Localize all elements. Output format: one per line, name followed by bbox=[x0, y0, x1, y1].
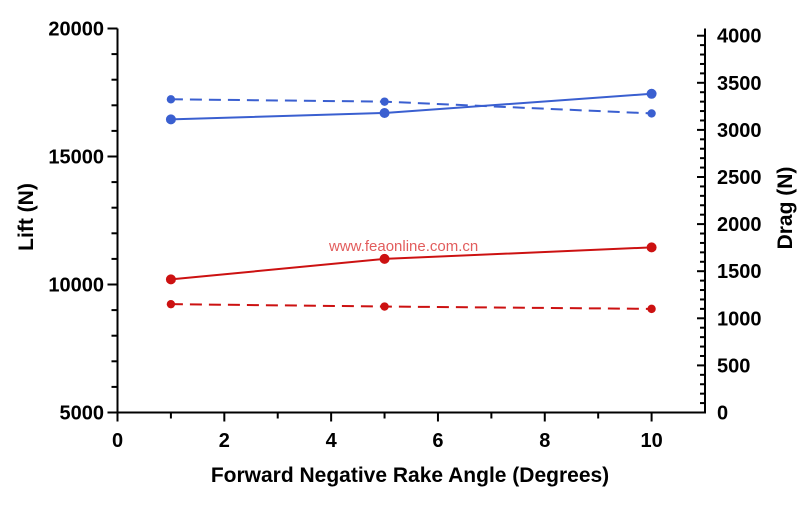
x-axis-tick-label: 8 bbox=[539, 430, 550, 452]
data-point bbox=[165, 274, 176, 285]
left-axis-title: Lift (N) bbox=[15, 183, 38, 251]
x-axis-tick-label: 6 bbox=[432, 430, 443, 452]
right-axis-tick-label: 1500 bbox=[717, 261, 762, 283]
left-axis-tick-label: 5000 bbox=[60, 403, 105, 425]
x-axis-tick-label: 10 bbox=[640, 430, 662, 452]
data-point bbox=[380, 302, 389, 311]
x-axis-title: Forward Negative Rake Angle (Degrees) bbox=[210, 464, 610, 487]
series-line-3 bbox=[170, 303, 652, 310]
data-point bbox=[379, 253, 390, 264]
data-point bbox=[647, 109, 656, 118]
data-point bbox=[380, 97, 389, 106]
data-point bbox=[379, 107, 390, 118]
watermark-text: www.feaonline.com.cn bbox=[329, 238, 479, 255]
series-line-0 bbox=[170, 92, 652, 121]
data-point bbox=[166, 95, 176, 104]
right-axis-tick-label: 1000 bbox=[717, 308, 762, 330]
x-axis-tick-label: 2 bbox=[219, 430, 230, 452]
data-point bbox=[647, 304, 656, 314]
x-axis-tick-label: 4 bbox=[326, 430, 338, 452]
data-point bbox=[646, 242, 657, 253]
right-axis-tick-label: 0 bbox=[717, 403, 728, 425]
left-axis-tick-label: 15000 bbox=[48, 147, 104, 169]
right-axis-title: Drag (N) bbox=[774, 166, 797, 250]
right-axis-tick-label: 2500 bbox=[717, 167, 762, 189]
data-point bbox=[166, 299, 176, 309]
left-axis-tick-label: 10000 bbox=[48, 275, 104, 297]
left-axis-tick-label: 20000 bbox=[48, 19, 104, 41]
right-axis-tick-label: 2000 bbox=[717, 214, 762, 236]
right-axis-tick-label: 3000 bbox=[717, 120, 762, 142]
right-axis-tick-label: 500 bbox=[717, 355, 750, 377]
data-point bbox=[165, 114, 176, 125]
right-axis-tick-label: 4000 bbox=[717, 26, 762, 48]
data-point bbox=[646, 88, 657, 99]
right-axis-tick-label: 3500 bbox=[717, 73, 762, 95]
x-axis-tick-label: 0 bbox=[112, 430, 123, 452]
